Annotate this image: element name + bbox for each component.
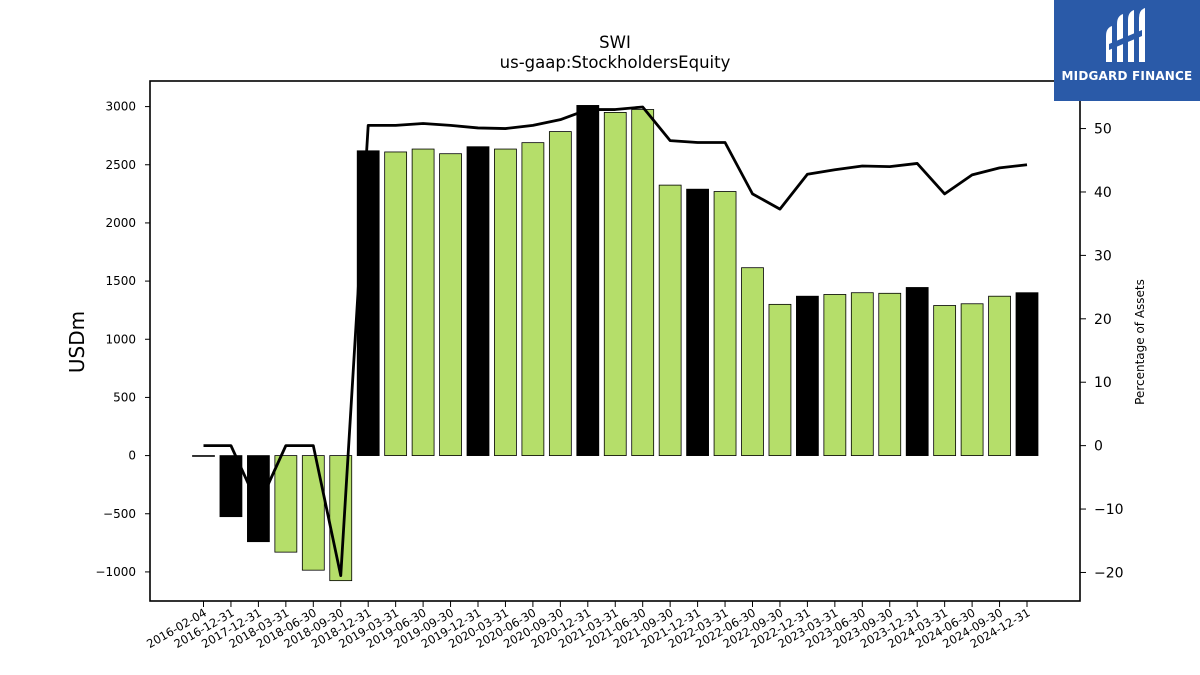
- bar: [219, 455, 243, 518]
- y-tick-label: −500: [103, 507, 136, 521]
- brand-name: MIDGARD FINANCE: [1061, 69, 1193, 83]
- bar: [494, 148, 517, 456]
- bar: [933, 305, 957, 456]
- bar: [466, 146, 490, 456]
- y-tick-label: 2500: [105, 158, 136, 172]
- bar: [192, 455, 215, 457]
- bar: [247, 455, 270, 543]
- bar: [301, 455, 325, 571]
- y-tick-label: 0: [128, 449, 136, 463]
- y2-tick-label: 40: [1094, 185, 1112, 201]
- bar: [658, 184, 682, 456]
- bar: [631, 109, 655, 456]
- plot-frame: [149, 80, 1081, 602]
- y-tick-label: 1500: [105, 274, 136, 288]
- y2-tick-label: −10: [1094, 502, 1124, 518]
- bar: [905, 287, 929, 456]
- bar: [576, 105, 600, 456]
- line-group: [203, 105, 1028, 578]
- bar: [768, 303, 792, 456]
- bar: [274, 455, 298, 553]
- bar: [1015, 292, 1039, 456]
- y-axis-label: USDm: [65, 311, 89, 373]
- bar: [741, 267, 764, 456]
- y2-tick-label: 20: [1094, 312, 1112, 328]
- bar: [823, 294, 847, 456]
- percentage-line: [203, 105, 1028, 578]
- bar: [384, 151, 408, 456]
- y2-tick-label: 0: [1094, 439, 1103, 455]
- y-tick-label: −1000: [95, 565, 136, 579]
- y-tick-label: 2000: [105, 216, 136, 230]
- y-tick-label: 1000: [105, 332, 136, 346]
- bar: [713, 191, 737, 456]
- y-tick-label: 500: [113, 390, 136, 404]
- y2-axis-label: Percentage of Assets: [1133, 279, 1147, 405]
- bar: [796, 295, 819, 456]
- bar: [988, 295, 1011, 456]
- y2-tick-label: 50: [1094, 122, 1112, 138]
- bar: [548, 131, 572, 456]
- brand-logo: MIDGARD FINANCE: [1054, 0, 1200, 101]
- bar-group: [192, 105, 1039, 582]
- bar: [603, 112, 627, 456]
- y-tick-label: 3000: [105, 100, 136, 114]
- y2-tick-label: −20: [1094, 565, 1124, 581]
- bar: [411, 148, 435, 456]
- bar: [878, 292, 902, 456]
- bar: [356, 150, 380, 456]
- bar: [960, 303, 984, 456]
- x-axis-ticks: 2016-02-042016-12-312017-12-312018-03-31…: [144, 601, 1033, 651]
- bar: [686, 188, 709, 456]
- bar: [521, 142, 545, 456]
- y2-tick-label: 30: [1094, 248, 1112, 264]
- chart-title: SWI: [599, 33, 631, 52]
- chart-subtitle: us-gaap:StockholdersEquity: [500, 53, 731, 72]
- y2-axis-ticks: −20 −10 0 10 20 30 40 50: [1080, 122, 1124, 581]
- bar: [850, 292, 874, 456]
- y-axis-ticks: −1000 −500 0 500 1000 1500 2000 2500 3000: [95, 100, 150, 579]
- bar: [439, 153, 462, 456]
- midgard-logo-icon: [1106, 8, 1145, 62]
- y2-tick-label: 10: [1094, 375, 1112, 391]
